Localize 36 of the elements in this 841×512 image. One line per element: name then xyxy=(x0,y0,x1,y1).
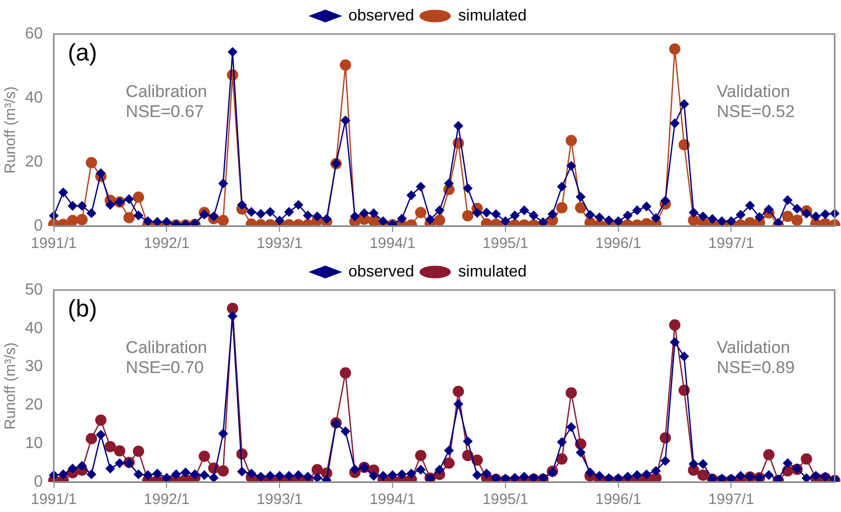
x-tick-label: 1991/1 xyxy=(30,235,77,252)
y-tick-label: 20 xyxy=(25,153,43,170)
x-tick-label: 1995/1 xyxy=(482,491,528,508)
x-tick-label: 1993/1 xyxy=(256,491,303,508)
x-tick-label: 1993/1 xyxy=(256,235,303,252)
y-tick-label: 30 xyxy=(25,358,43,376)
x-tick-label: 1994/1 xyxy=(370,491,416,508)
y-tick-label: 20 xyxy=(25,396,43,414)
x-tick-label: 1997/1 xyxy=(708,235,754,252)
x-tick-label: 1992/1 xyxy=(144,491,190,508)
y-tick-label: 40 xyxy=(25,89,43,106)
y-tick-label: 0 xyxy=(34,217,43,234)
y-axis-title: Runoff (m³/s) xyxy=(2,342,20,430)
legend-label: simulated xyxy=(458,263,527,280)
annotation: Validation NSE=0.52 xyxy=(716,82,795,122)
annotation: (a) xyxy=(68,40,98,67)
legend-label: simulated xyxy=(458,7,527,24)
y-tick-label: 40 xyxy=(25,320,43,337)
annotation: Calibration NSE=0.70 xyxy=(126,338,208,378)
x-tick-label: 1992/1 xyxy=(144,235,190,252)
x-tick-label: 1996/1 xyxy=(595,235,642,252)
y-tick-label: 0 xyxy=(34,473,43,490)
legend-label: observed xyxy=(348,7,414,24)
legend-label: observed xyxy=(348,263,414,280)
y-tick-label: 60 xyxy=(25,25,43,42)
x-tick-label: 1995/1 xyxy=(482,235,528,252)
x-tick-label: 1997/1 xyxy=(708,491,754,508)
annotation: (b) xyxy=(68,296,98,323)
x-tick-label: 1994/1 xyxy=(370,235,416,252)
y-tick-label: 10 xyxy=(25,435,43,452)
y-tick-label: 50 xyxy=(25,281,43,298)
annotation: Validation NSE=0.89 xyxy=(716,338,795,378)
y-axis-title: Runoff (m³/s) xyxy=(2,86,20,174)
annotation: Calibration NSE=0.67 xyxy=(126,82,208,122)
x-tick-label: 1996/1 xyxy=(595,491,642,508)
x-tick-label: 1991/1 xyxy=(30,491,77,508)
